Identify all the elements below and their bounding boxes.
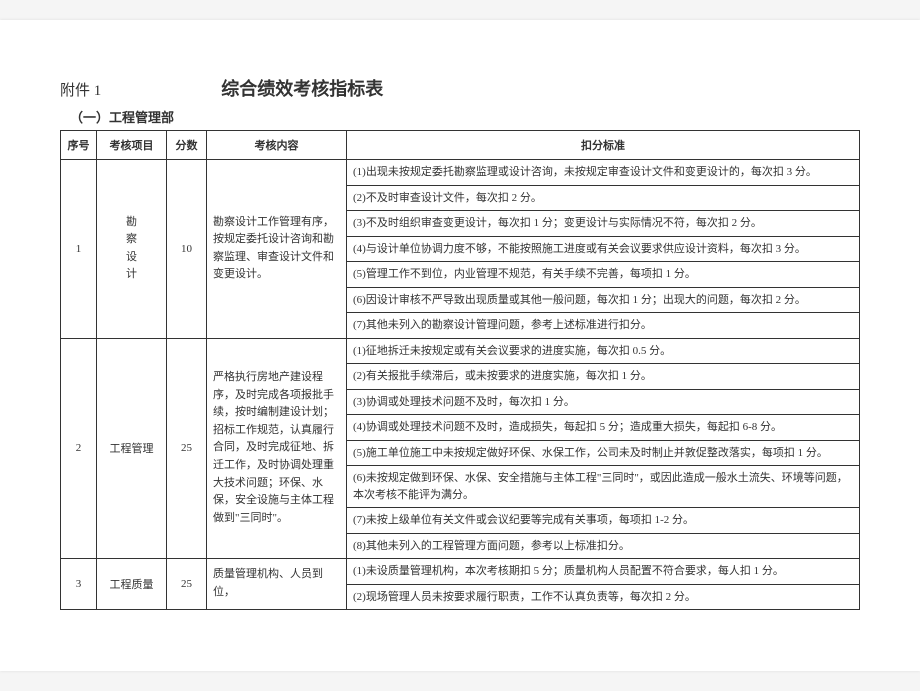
seq-cell: 2: [61, 338, 97, 559]
criteria-cell: (7)未按上级单位有关文件或会议纪要等完成有关事项，每项扣 1-2 分。: [347, 508, 860, 534]
table-row: 3 工程质量 25 质量管理机构、人员到位， (1)未设质量管理机构，本次考核期…: [61, 559, 860, 585]
criteria-cell: (7)其他未列入的勘察设计管理问题，参考上述标准进行扣分。: [347, 313, 860, 339]
header-row: 附件 1 综合绩效考核指标表: [60, 75, 860, 101]
criteria-cell: (2)有关报批手续滞后，或未按要求的进度实施，每次扣 1 分。: [347, 364, 860, 390]
criteria-cell: (2)现场管理人员未按要求履行职责，工作不认真负责等，每次扣 2 分。: [347, 584, 860, 610]
seq-cell: 3: [61, 559, 97, 610]
col-criteria: 扣分标准: [347, 131, 860, 160]
item-line: 设: [103, 249, 160, 267]
item-cell: 勘 察 设 计: [97, 160, 167, 339]
col-seq: 序号: [61, 131, 97, 160]
main-title: 综合绩效考核指标表: [221, 75, 383, 101]
criteria-cell: (1)未设质量管理机构，本次考核期扣 5 分；质量机构人员配置不符合要求，每人扣…: [347, 559, 860, 585]
criteria-cell: (5)施工单位施工中未按规定做好环保、水保工作，公司未及时制止并敦促整改落实，每…: [347, 440, 860, 466]
item-cell: 工程管理: [97, 338, 167, 559]
table-header-row: 序号 考核项目 分数 考核内容 扣分标准: [61, 131, 860, 160]
score-cell: 25: [167, 338, 207, 559]
document-page: 附件 1 综合绩效考核指标表 （一）工程管理部 序号 考核项目 分数 考核内容 …: [0, 20, 920, 671]
table-row: 1 勘 察 设 计 10 勘察设计工作管理有序，按规定委托设计咨询和勘察监理、审…: [61, 160, 860, 186]
criteria-cell: (1)出现未按规定委托勘察监理或设计咨询，未按规定审查设计文件和变更设计的，每次…: [347, 160, 860, 186]
criteria-cell: (8)其他未列入的工程管理方面问题，参考以上标准扣分。: [347, 533, 860, 559]
content-cell: 质量管理机构、人员到位，: [207, 559, 347, 610]
score-cell: 25: [167, 559, 207, 610]
criteria-cell: (3)不及时组织审查变更设计，每次扣 1 分；变更设计与实际情况不符，每次扣 2…: [347, 211, 860, 237]
subtitle: （一）工程管理部: [70, 107, 860, 126]
assessment-table: 序号 考核项目 分数 考核内容 扣分标准 1 勘 察 设 计 10 勘察设计工作…: [60, 130, 860, 610]
criteria-cell: (1)征地拆迁未按规定或有关会议要求的进度实施，每次扣 0.5 分。: [347, 338, 860, 364]
attachment-label: 附件 1: [60, 79, 101, 100]
seq-cell: 1: [61, 160, 97, 339]
item-line: 计: [103, 266, 160, 284]
col-item: 考核项目: [97, 131, 167, 160]
col-content: 考核内容: [207, 131, 347, 160]
item-line: 察: [103, 231, 160, 249]
table-row: 2 工程管理 25 严格执行房地产建设程序，及时完成各项报批手续，按时编制建设计…: [61, 338, 860, 364]
content-cell: 严格执行房地产建设程序，及时完成各项报批手续，按时编制建设计划；招标工作规范，认…: [207, 338, 347, 559]
content-cell: 勘察设计工作管理有序，按规定委托设计咨询和勘察监理、审查设计文件和变更设计。: [207, 160, 347, 339]
criteria-cell: (5)管理工作不到位，内业管理不规范，有关手续不完善，每项扣 1 分。: [347, 262, 860, 288]
score-cell: 10: [167, 160, 207, 339]
criteria-cell: (4)协调或处理技术问题不及时，造成损失，每起扣 5 分；造成重大损失，每起扣 …: [347, 415, 860, 441]
criteria-cell: (4)与设计单位协调力度不够，不能按照施工进度或有关会议要求供应设计资料，每次扣…: [347, 236, 860, 262]
criteria-cell: (2)不及时审查设计文件，每次扣 2 分。: [347, 185, 860, 211]
item-line: 勘: [103, 214, 160, 232]
item-cell: 工程质量: [97, 559, 167, 610]
criteria-cell: (6)因设计审核不严导致出现质量或其他一般问题，每次扣 1 分；出现大的问题，每…: [347, 287, 860, 313]
col-score: 分数: [167, 131, 207, 160]
criteria-cell: (6)未按规定做到环保、水保、安全措施与主体工程"三同时"，或因此造成一般水土流…: [347, 466, 860, 508]
criteria-cell: (3)协调或处理技术问题不及时，每次扣 1 分。: [347, 389, 860, 415]
